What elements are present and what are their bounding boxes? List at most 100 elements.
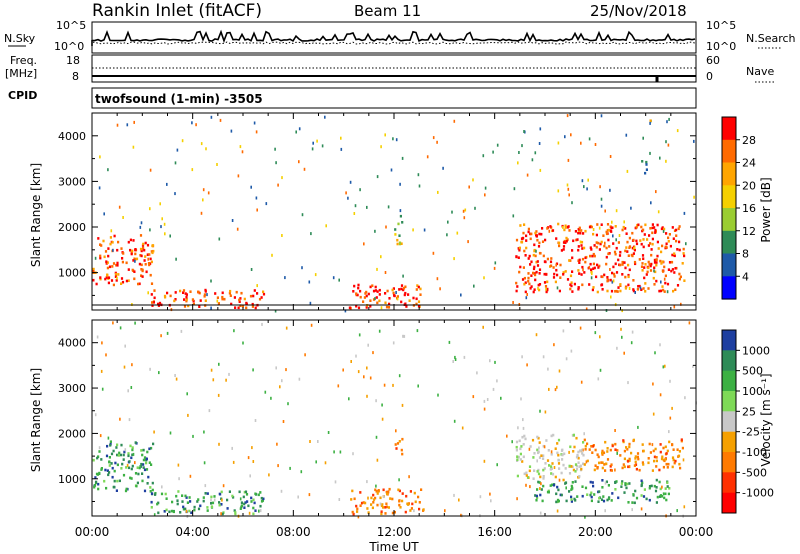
echo-cell (210, 502, 213, 505)
scatter-cell (526, 293, 528, 296)
echo-cell (559, 493, 562, 497)
echo-cell (110, 452, 114, 456)
scatter-cell (484, 186, 487, 190)
echo-cell (231, 494, 234, 498)
echo-cell (605, 246, 608, 250)
echo-cell (131, 448, 134, 452)
echo-cell (536, 238, 539, 242)
echo-cell (398, 440, 401, 443)
echo-cell (597, 500, 600, 503)
scatter-cell (338, 498, 341, 501)
echo-cell (557, 499, 560, 503)
echo-cell (590, 499, 593, 503)
power-cells (92, 114, 695, 313)
scatter-cell (256, 208, 258, 212)
scatter-cell (140, 221, 143, 225)
echo-cell (519, 458, 522, 461)
echo-cell (150, 463, 153, 466)
echo-cell (641, 262, 644, 265)
scatter-cell (600, 197, 603, 201)
echo-cell (398, 241, 402, 245)
scatter-cell (127, 389, 129, 393)
echo-cell (376, 492, 379, 495)
scatter-cell (334, 480, 337, 484)
echo-cell (661, 285, 664, 288)
echo-cell (588, 448, 591, 451)
x-tick-label: 16:00 (477, 525, 512, 539)
echo-cell (607, 252, 610, 256)
echo-cell (156, 502, 159, 506)
echo-cell (391, 511, 394, 515)
echo-cell (206, 492, 209, 495)
echo-cell (184, 507, 187, 511)
echo-cell (659, 289, 662, 293)
scatter-cell (304, 353, 306, 357)
echo-cell (165, 497, 168, 500)
scatter-cell (417, 173, 420, 177)
scatter-cell (640, 507, 643, 511)
echo-cell (537, 245, 541, 248)
scatter-cell (241, 150, 244, 154)
scatter-cell (456, 231, 459, 235)
echo-cell (139, 465, 142, 468)
freq-tick-bottom: 8 (72, 70, 79, 83)
scatter-cell (556, 385, 558, 389)
echo-cell (400, 242, 403, 245)
scatter-cell (451, 210, 453, 214)
echo-cell (142, 448, 145, 452)
scatter-cell (218, 237, 221, 241)
echo-cell (96, 456, 99, 460)
colorbar-swatch (722, 208, 736, 232)
echo-cell (147, 475, 150, 479)
scatter-cell (682, 458, 685, 462)
echo-cell (562, 241, 566, 244)
echo-cell (636, 452, 640, 455)
scatter-cell (562, 329, 565, 333)
echo-cell (376, 301, 379, 305)
echo-cell (590, 495, 593, 499)
scatter-cell (580, 380, 583, 384)
scatter-cell (230, 129, 233, 133)
echo-cell (518, 246, 521, 250)
scatter-cell (265, 202, 268, 206)
echo-cell (125, 466, 128, 469)
echo-cell (556, 451, 559, 455)
scatter-cell (264, 390, 267, 394)
echo-cell (406, 502, 409, 506)
echo-cell (153, 289, 156, 292)
echo-cell (643, 233, 646, 236)
echo-cell (656, 223, 659, 227)
echo-cell (643, 276, 646, 280)
echo-cell (550, 264, 553, 268)
echo-cell (243, 490, 246, 494)
echo-cell (557, 458, 560, 462)
echo-cell (571, 256, 574, 260)
echo-cell (660, 262, 663, 265)
echo-cell (185, 299, 188, 303)
echo-cell (366, 507, 369, 510)
scatter-cell (556, 286, 559, 290)
echo-cell (546, 490, 550, 494)
scatter-cell (124, 448, 127, 452)
scatter-cell (352, 452, 354, 456)
echo-cell (583, 246, 586, 250)
echo-cell (584, 448, 587, 451)
echo-cell (197, 498, 200, 501)
echo-cell (129, 476, 132, 480)
echo-cell (141, 472, 144, 475)
echo-cell (106, 274, 109, 277)
echo-cell (515, 448, 518, 452)
echo-cell (620, 485, 623, 488)
echo-cell (123, 450, 126, 454)
scatter-cell (285, 368, 287, 372)
echo-cell (107, 473, 110, 477)
echo-cell (641, 443, 644, 446)
echo-cell (138, 466, 141, 470)
echo-cell (609, 278, 612, 282)
scatter-cell (347, 196, 349, 200)
echo-cell (226, 498, 229, 502)
echo-cell (600, 498, 604, 501)
echo-cell (601, 288, 604, 291)
scatter-cell (432, 136, 435, 140)
